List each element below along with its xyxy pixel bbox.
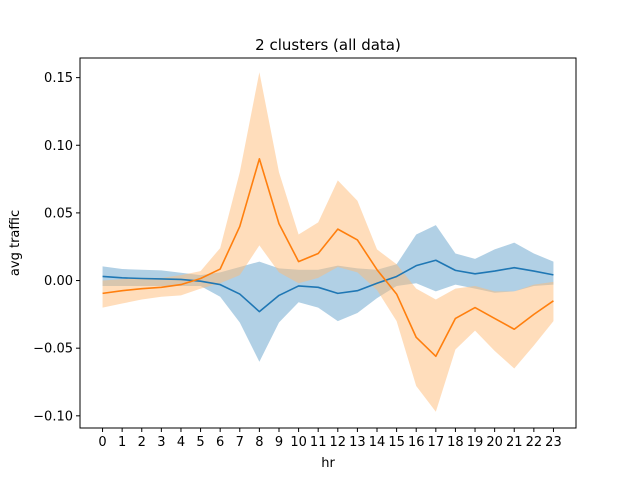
y-tick-label: 0.10 — [44, 139, 73, 154]
series-lines — [102, 157, 554, 358]
x-tick-label: 6 — [216, 435, 224, 450]
x-tick-label: 19 — [467, 435, 484, 450]
x-tick-label: 11 — [310, 435, 327, 450]
x-axis-ticks: 0 1 2 3 4 5 6 7 8 9 10 11 12 13 14 15 16 17 18 19 20 21 22 23 — [98, 428, 562, 450]
x-tick-label: 9 — [275, 435, 283, 450]
x-tick-label: 0 — [98, 435, 106, 450]
x-tick-label: 10 — [290, 435, 307, 450]
y-tick-label: −0.10 — [33, 409, 73, 424]
x-tick-label: 4 — [177, 435, 185, 450]
series-0-line — [102, 259, 554, 313]
plot-area-frame — [79, 57, 577, 429]
x-tick-label: 17 — [428, 435, 445, 450]
x-tick-label: 21 — [506, 435, 523, 450]
x-tick-label: 12 — [330, 435, 347, 450]
y-tick-label: 0.05 — [44, 206, 73, 221]
x-tick-label: 13 — [349, 435, 366, 450]
x-tick-label: 22 — [526, 435, 543, 450]
x-tick-label: 5 — [196, 435, 204, 450]
x-tick-label: 1 — [118, 435, 126, 450]
x-tick-label: 20 — [486, 435, 503, 450]
y-tick-label: 0.15 — [44, 71, 73, 86]
y-axis-label: avg traffic — [8, 210, 23, 276]
x-tick-label: 14 — [369, 435, 386, 450]
series-0-band — [102, 225, 554, 362]
y-tick-label: 0.00 — [44, 274, 73, 289]
x-tick-label: 15 — [388, 435, 405, 450]
x-tick-label: 7 — [236, 435, 244, 450]
x-tick-label: 2 — [138, 435, 146, 450]
y-axis-ticks: −0.10 −0.05 0.00 0.05 0.10 0.15 — [33, 71, 80, 424]
x-tick-label: 18 — [447, 435, 464, 450]
x-tick-label: 3 — [157, 435, 165, 450]
chart-title: 2 clusters (all data) — [255, 36, 401, 54]
series-1-line — [102, 157, 554, 358]
x-tick-label: 16 — [408, 435, 425, 450]
y-tick-label: −0.05 — [33, 342, 73, 357]
x-axis-label: hr — [321, 456, 335, 471]
x-tick-label: 23 — [545, 435, 562, 450]
x-tick-label: 8 — [255, 435, 263, 450]
